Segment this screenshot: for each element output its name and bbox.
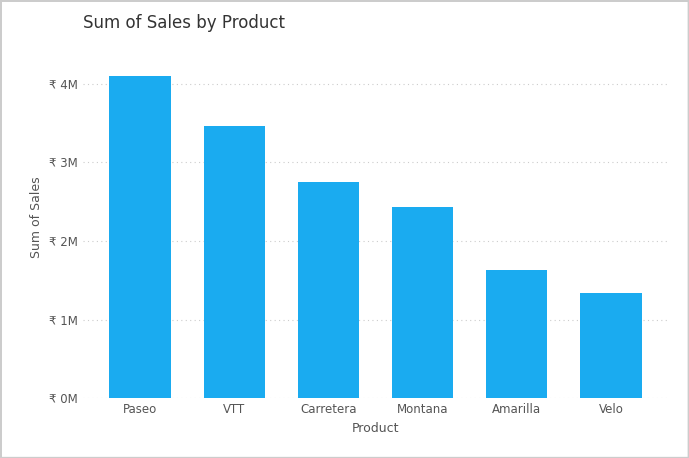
Bar — [392, 207, 453, 398]
Bar — [203, 125, 265, 398]
Bar — [486, 270, 548, 398]
Bar — [298, 182, 359, 398]
Bar — [110, 76, 171, 398]
Bar — [580, 293, 641, 398]
Text: Sum of Sales by Product: Sum of Sales by Product — [83, 14, 285, 33]
X-axis label: Product: Product — [352, 422, 399, 435]
Y-axis label: Sum of Sales: Sum of Sales — [30, 177, 43, 258]
